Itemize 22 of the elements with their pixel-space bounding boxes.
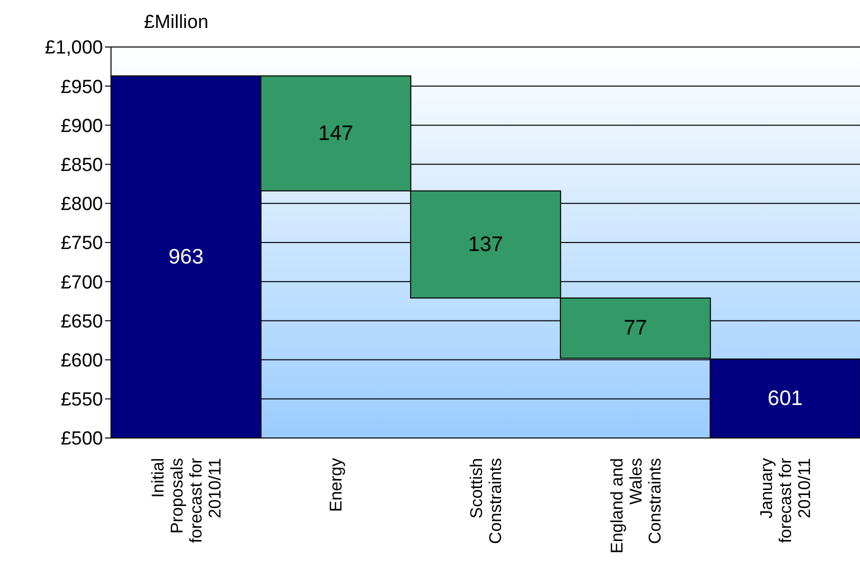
- y-tick-label: £700: [60, 272, 103, 294]
- data-label: 601: [768, 387, 803, 410]
- y-tick-label: £1,000: [44, 38, 103, 59]
- data-label: 137: [468, 232, 504, 256]
- x-tick-label: Scottish Constraints: [467, 458, 505, 544]
- y-tick-label: £550: [60, 390, 103, 411]
- y-tick-label: £650: [60, 311, 103, 332]
- data-label: 963: [168, 245, 204, 268]
- y-tick-label: £600: [60, 350, 103, 372]
- y-tick-label: £750: [60, 233, 103, 254]
- y-tick-label: £950: [60, 76, 103, 98]
- y-tick-label: £500: [60, 428, 103, 450]
- x-tick-label: Energy: [326, 458, 346, 512]
- y-tick-label: £900: [60, 116, 103, 137]
- data-label: 77: [624, 316, 648, 340]
- y-axis-title: £Million: [144, 12, 208, 34]
- x-tick-label: January forecast for 2010/11: [757, 458, 814, 544]
- y-tick-label: £800: [60, 194, 103, 216]
- y-tick-label: £850: [60, 155, 103, 176]
- data-label: 147: [318, 122, 354, 145]
- x-tick-label: England and Wales Constraints: [607, 458, 664, 554]
- x-tick-label: Initial Proposals forecast for 2010/11: [148, 458, 224, 544]
